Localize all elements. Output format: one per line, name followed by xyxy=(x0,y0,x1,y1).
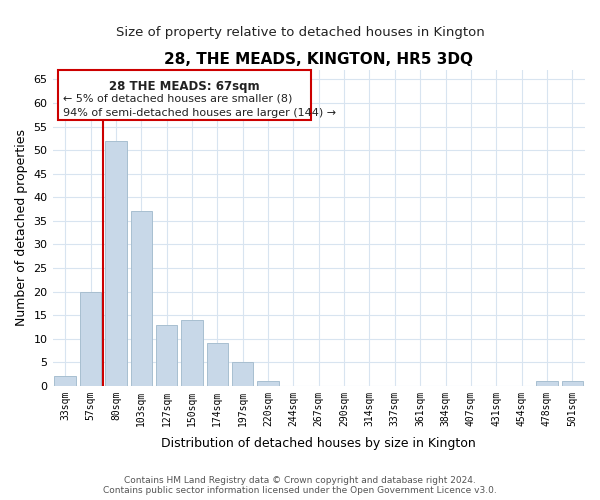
Y-axis label: Number of detached properties: Number of detached properties xyxy=(15,130,28,326)
Bar xyxy=(80,292,101,386)
Bar xyxy=(181,320,203,386)
Bar xyxy=(536,381,558,386)
Text: ← 5% of detached houses are smaller (8): ← 5% of detached houses are smaller (8) xyxy=(62,94,292,104)
Text: 94% of semi-detached houses are larger (144) →: 94% of semi-detached houses are larger (… xyxy=(62,108,336,118)
Title: 28, THE MEADS, KINGTON, HR5 3DQ: 28, THE MEADS, KINGTON, HR5 3DQ xyxy=(164,52,473,68)
Bar xyxy=(562,381,583,386)
Text: Size of property relative to detached houses in Kington: Size of property relative to detached ho… xyxy=(116,26,484,39)
FancyBboxPatch shape xyxy=(58,70,311,119)
Bar xyxy=(105,140,127,386)
Bar xyxy=(206,344,228,386)
Text: 28 THE MEADS: 67sqm: 28 THE MEADS: 67sqm xyxy=(109,80,260,94)
Bar xyxy=(232,362,253,386)
Bar xyxy=(257,381,279,386)
Bar xyxy=(156,324,178,386)
X-axis label: Distribution of detached houses by size in Kington: Distribution of detached houses by size … xyxy=(161,437,476,450)
Text: Contains HM Land Registry data © Crown copyright and database right 2024.: Contains HM Land Registry data © Crown c… xyxy=(124,476,476,485)
Bar xyxy=(55,376,76,386)
Bar xyxy=(131,212,152,386)
Text: Contains public sector information licensed under the Open Government Licence v3: Contains public sector information licen… xyxy=(103,486,497,495)
